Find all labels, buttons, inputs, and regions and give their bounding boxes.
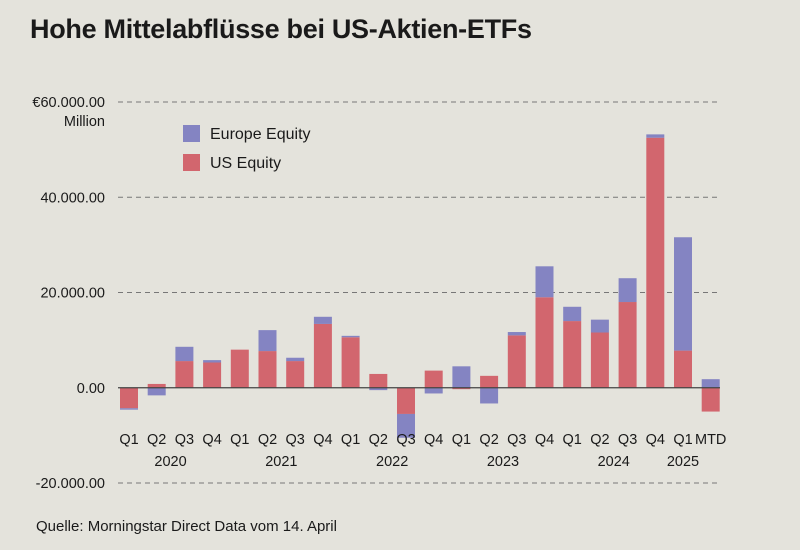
bar-us-equity xyxy=(147,383,166,388)
y-tick-label: 20.000.00 xyxy=(40,286,105,302)
y-tick-label: €60.000.00 xyxy=(32,95,105,111)
bar-europe-equity xyxy=(313,316,332,324)
x-tick-label: Q1 xyxy=(230,432,249,448)
x-tick-label: Q4 xyxy=(202,432,221,448)
bar-europe-equity xyxy=(397,413,415,438)
bar-us-equity xyxy=(618,302,637,388)
bar-europe-equity xyxy=(618,278,637,303)
bar-us-equity xyxy=(258,351,277,388)
bar-us-equity xyxy=(230,349,249,388)
bar-europe-equity xyxy=(175,346,194,362)
x-tick-label: MTD xyxy=(695,432,726,448)
x-tick-label: Q4 xyxy=(646,432,665,448)
bar-us-equity xyxy=(175,361,194,388)
legend-swatch xyxy=(183,125,200,142)
bar-us-equity xyxy=(341,337,360,388)
bar-us-equity xyxy=(590,332,609,388)
bar-europe-equity xyxy=(258,330,277,352)
bar-us-equity xyxy=(369,373,388,388)
x-tick-label: Q1 xyxy=(341,432,360,448)
bar-europe-equity xyxy=(369,387,388,391)
x-tick-label: Q2 xyxy=(590,432,609,448)
x-tick-label: Q4 xyxy=(313,432,332,448)
source-note: Quelle: Morningstar Direct Data vom 14. … xyxy=(36,518,337,535)
bar-us-equity xyxy=(120,387,138,409)
bar-europe-equity xyxy=(452,366,471,388)
bar-us-equity xyxy=(203,362,222,388)
bar-europe-equity xyxy=(424,387,443,394)
bar-europe-equity xyxy=(535,266,554,298)
legend: Europe Equity US Equity xyxy=(183,125,311,172)
x-tick-label: Q2 xyxy=(369,432,388,448)
bar-europe-equity xyxy=(563,306,582,322)
x-tick-label: Q3 xyxy=(175,432,194,448)
bar-us-equity xyxy=(674,350,692,388)
bar-us-equity xyxy=(563,321,582,388)
year-label: 2025 xyxy=(667,454,699,470)
bar-us-equity xyxy=(397,387,415,414)
bar-us-equity xyxy=(701,387,720,412)
legend-swatch xyxy=(183,154,200,171)
x-tick-label: Q3 xyxy=(618,432,637,448)
x-tick-label: Q1 xyxy=(673,432,692,448)
bar-us-equity xyxy=(424,370,443,388)
bar-europe-equity xyxy=(701,379,720,388)
x-tick-label: Q3 xyxy=(286,432,305,448)
bar-europe-equity xyxy=(590,319,609,333)
x-tick-label: Q1 xyxy=(452,432,471,448)
bar-us-equity xyxy=(452,387,471,390)
y-axis-ticks: €60.000.00 40.000.00 20.000.00 0.00 -20.000.… xyxy=(32,95,105,492)
year-label: 2022 xyxy=(376,454,408,470)
bar-europe-equity xyxy=(120,408,138,410)
x-axis-year-labels: 2020 2021 2022 2023 2024 2025 xyxy=(154,454,699,470)
legend-label: Europe Equity xyxy=(210,126,311,143)
bar-europe-equity xyxy=(646,134,665,138)
year-label: 2021 xyxy=(265,454,297,470)
year-label: 2024 xyxy=(598,454,630,470)
bar-us-equity xyxy=(646,137,665,388)
bar-europe-equity xyxy=(147,387,166,396)
x-tick-label: Q4 xyxy=(424,432,443,448)
bar-europe-equity xyxy=(480,387,499,404)
year-label: 2023 xyxy=(487,454,519,470)
x-tick-label: Q4 xyxy=(535,432,554,448)
y-axis-unit-label: Million xyxy=(64,114,105,130)
y-tick-label: -20.000.00 xyxy=(36,476,105,492)
bar-us-equity xyxy=(313,323,332,388)
bar-europe-equity xyxy=(286,357,305,362)
bar-europe-equity xyxy=(507,332,526,336)
x-tick-label: Q3 xyxy=(396,432,415,448)
bar-us-equity xyxy=(507,335,526,388)
x-tick-label: Q1 xyxy=(119,432,138,448)
x-tick-label: Q2 xyxy=(479,432,498,448)
bar-europe-equity xyxy=(203,360,222,363)
bars xyxy=(120,134,720,438)
year-label: 2020 xyxy=(154,454,186,470)
bar-us-equity xyxy=(480,375,499,388)
x-tick-label: Q1 xyxy=(563,432,582,448)
x-tick-label: Q3 xyxy=(507,432,526,448)
bar-us-equity xyxy=(535,297,554,388)
x-axis-ticks: Q1 Q2 Q3 Q4 Q1 Q2 Q3 Q4 Q1 Q2 Q3 Q4 Q1 Q2 Q3 Q4 Q1 Q2 Q3 Q4… xyxy=(119,432,726,448)
x-tick-label: Q2 xyxy=(147,432,166,448)
bar-europe-equity xyxy=(341,335,360,338)
legend-label: US Equity xyxy=(210,155,281,172)
x-tick-label: Q2 xyxy=(258,432,277,448)
y-tick-label: 40.000.00 xyxy=(40,190,105,206)
grid-lines xyxy=(118,101,720,484)
y-tick-label: 0.00 xyxy=(77,381,105,397)
bar-europe-equity xyxy=(674,237,692,351)
bar-us-equity xyxy=(286,361,305,388)
chart-title: Hohe Mittelabflüsse bei US-Aktien-ETFs xyxy=(30,14,532,44)
